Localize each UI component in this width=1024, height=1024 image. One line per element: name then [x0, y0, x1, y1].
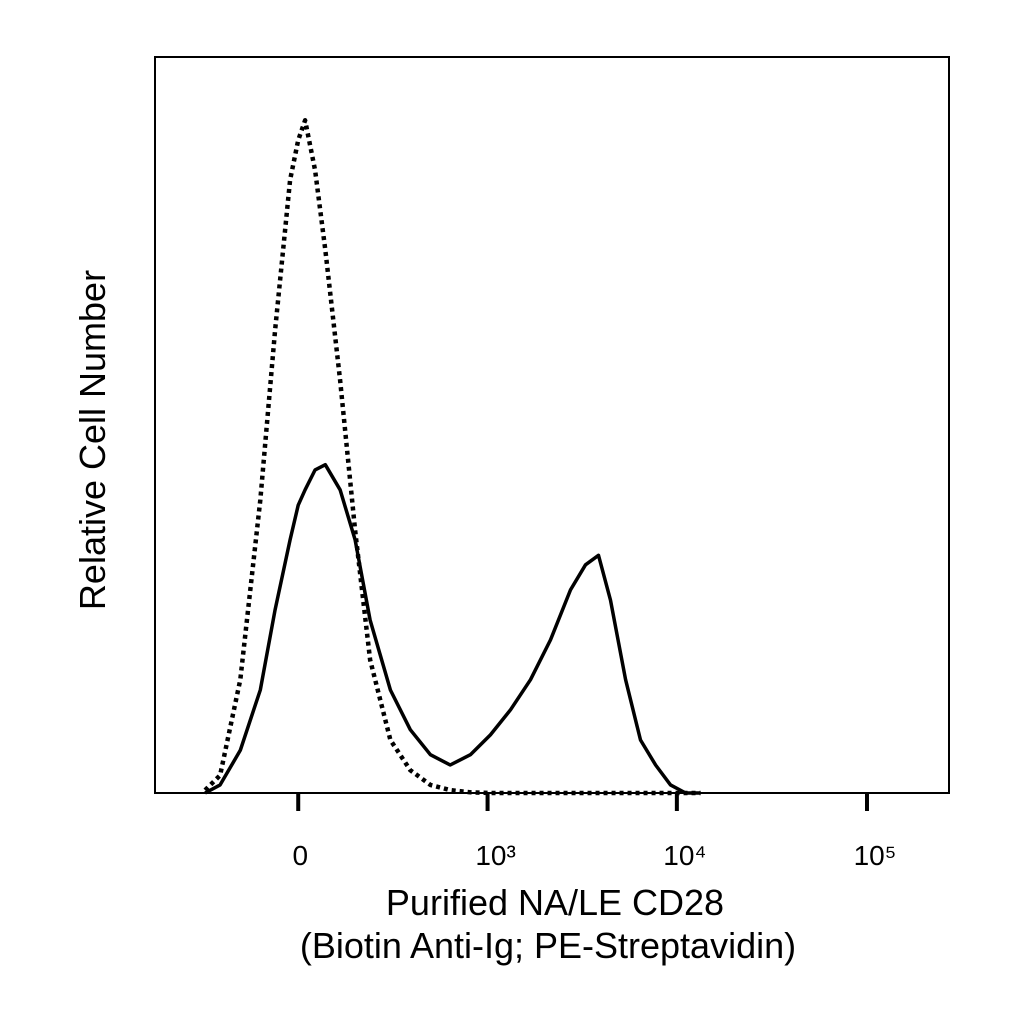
x-axis-label: Purified NA/LE CD28	[386, 882, 724, 923]
y-axis-label: Relative Cell Number	[72, 270, 113, 610]
histogram-line	[203, 118, 701, 796]
x-tick-label: 0	[292, 840, 308, 871]
x-tick-label: 10³	[475, 840, 515, 871]
x-tick-label: 10⁵	[854, 840, 897, 871]
histogram-line	[204, 462, 701, 795]
x-tick-label: 10⁴	[663, 840, 706, 871]
plot-frame	[154, 56, 950, 794]
x-axis-label: (Biotin Anti-Ig; PE-Streptavidin)	[300, 925, 796, 966]
